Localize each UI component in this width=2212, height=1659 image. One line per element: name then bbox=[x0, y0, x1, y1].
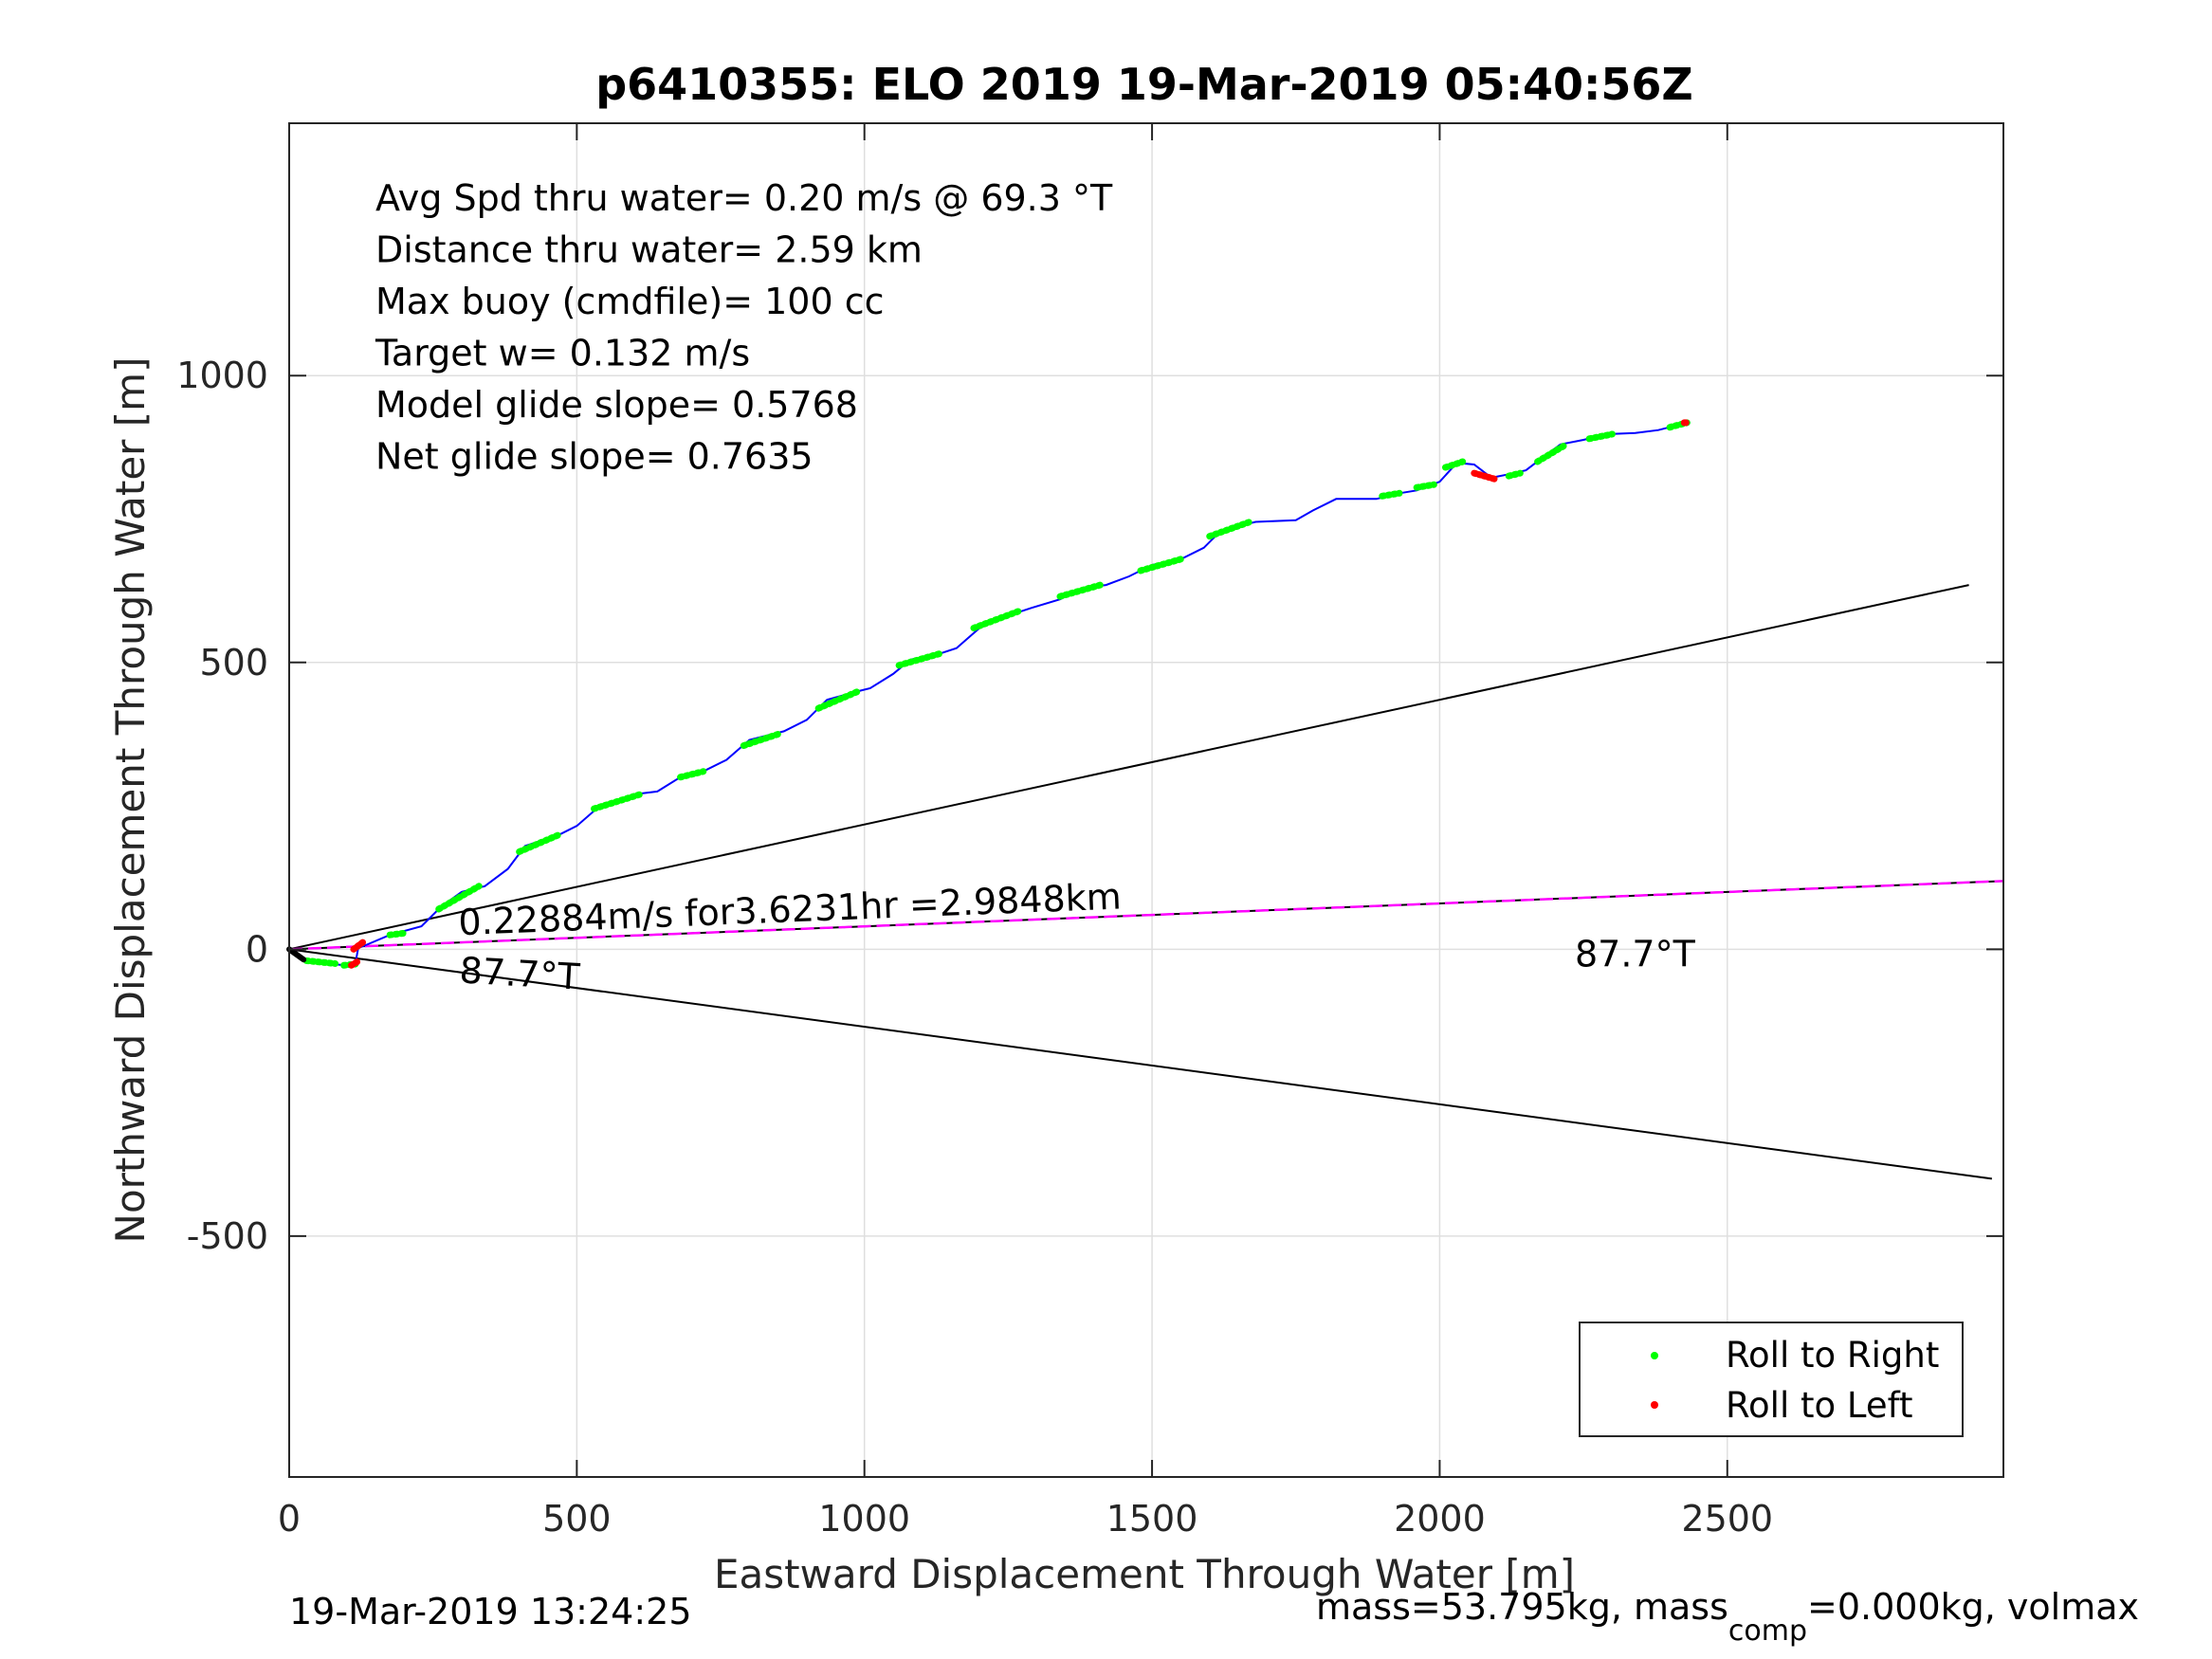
legend-marker-roll-left bbox=[1651, 1401, 1658, 1409]
x-tick-label: 2000 bbox=[1394, 1498, 1486, 1540]
roll-right-marks bbox=[591, 791, 644, 812]
stats-line: Max buoy (cmdfile)= 100 cc bbox=[375, 281, 885, 322]
legend: Roll to Right Roll to Left bbox=[1579, 1322, 1964, 1437]
roll-right-marks bbox=[1534, 441, 1570, 465]
roll-right-marks bbox=[970, 607, 1024, 631]
x-tick-label: 500 bbox=[542, 1498, 612, 1540]
current-line bbox=[288, 880, 2004, 951]
footer-mass-prefix: mass=53.795kg, mass bbox=[1316, 1586, 1728, 1628]
y-tick-label: 0 bbox=[246, 928, 268, 970]
heading-label: 87.7°T bbox=[458, 949, 581, 997]
roll-right-marks bbox=[895, 650, 943, 669]
roll-right-marks bbox=[1056, 581, 1104, 600]
chart-title: p6410355: ELO 2019 19-Mar-2019 05:40:56Z bbox=[595, 59, 1693, 110]
legend-label-roll-left: Roll to Left bbox=[1726, 1385, 1913, 1426]
heading-line bbox=[288, 948, 1992, 1180]
roll-right-marks bbox=[1379, 489, 1403, 500]
roll-right-marks bbox=[1585, 430, 1616, 443]
x-tick-label: 1000 bbox=[818, 1498, 910, 1540]
legend-label-roll-right: Roll to Right bbox=[1726, 1335, 1939, 1376]
roll-right-marks bbox=[302, 957, 339, 967]
roll-right-marks bbox=[814, 687, 863, 712]
stats-line: Model glide slope= 0.5768 bbox=[375, 384, 858, 426]
axes-box bbox=[288, 122, 2004, 1478]
x-axis-label: Eastward Displacement Through Water [m] bbox=[714, 1551, 1575, 1597]
roll-left-marks bbox=[348, 958, 361, 969]
x-tick-label: 1500 bbox=[1106, 1498, 1198, 1540]
heading-line bbox=[288, 584, 1969, 951]
roll-right-marks bbox=[740, 730, 782, 750]
x-tick-label: 0 bbox=[278, 1498, 301, 1540]
roll-right-marks bbox=[677, 768, 707, 781]
stats-line: Distance thru water= 2.59 km bbox=[375, 229, 923, 271]
current-label: 0.22884m/s for3.6231hr =2.9848km bbox=[458, 875, 1123, 943]
roll-right-marks bbox=[1441, 458, 1467, 471]
y-tick-label: -500 bbox=[187, 1215, 268, 1257]
roll-right-marks bbox=[1505, 469, 1524, 480]
stats-text: Avg Spd thru water= 0.20 m/s @ 69.3 °T Di… bbox=[375, 177, 1113, 478]
roll-right-marks bbox=[1206, 519, 1253, 540]
footer-mass-info: mass=53.795kg, masscomp=0.000kg, volmax bbox=[1316, 1586, 2139, 1648]
footer-mass-suffix: =0.000kg, volmax bbox=[1807, 1586, 2139, 1628]
roll-left-marks bbox=[1471, 469, 1498, 483]
stats-line: Net glide slope= 0.7635 bbox=[375, 436, 814, 478]
axis-ticks: 0 500 1000 1500 2000 2500 -500 0 500 1000 bbox=[176, 123, 2003, 1540]
y-axis-label: Northward Displacement Through Water [m] bbox=[107, 357, 154, 1244]
stats-line: Target w= 0.132 m/s bbox=[375, 333, 750, 374]
roll-right-marks bbox=[435, 883, 483, 913]
x-tick-label: 2500 bbox=[1681, 1498, 1773, 1540]
footer-mass-sub: comp bbox=[1728, 1614, 1807, 1648]
roll-left-marks bbox=[350, 939, 367, 953]
grid-lines bbox=[288, 123, 2003, 1477]
roll-right-marks bbox=[386, 929, 408, 939]
footer-timestamp: 19-Mar-2019 13:24:25 bbox=[289, 1591, 692, 1632]
y-tick-label: 1000 bbox=[176, 355, 268, 396]
roll-right-marks bbox=[1413, 481, 1437, 491]
legend-marker-roll-right bbox=[1651, 1352, 1658, 1359]
y-tick-label: 500 bbox=[199, 642, 268, 684]
plot-area: 0.22884m/s for3.6231hr =2.9848km 87.7°T 87… bbox=[286, 419, 2004, 1180]
legend-box bbox=[1579, 1322, 1964, 1437]
start-marker bbox=[286, 946, 307, 963]
roll-right-marks bbox=[516, 830, 563, 855]
heading-label: 87.7°T bbox=[1575, 933, 1696, 975]
roll-right-marks bbox=[1137, 556, 1184, 574]
stats-line: Avg Spd thru water= 0.20 m/s @ 69.3 °T bbox=[375, 177, 1113, 219]
